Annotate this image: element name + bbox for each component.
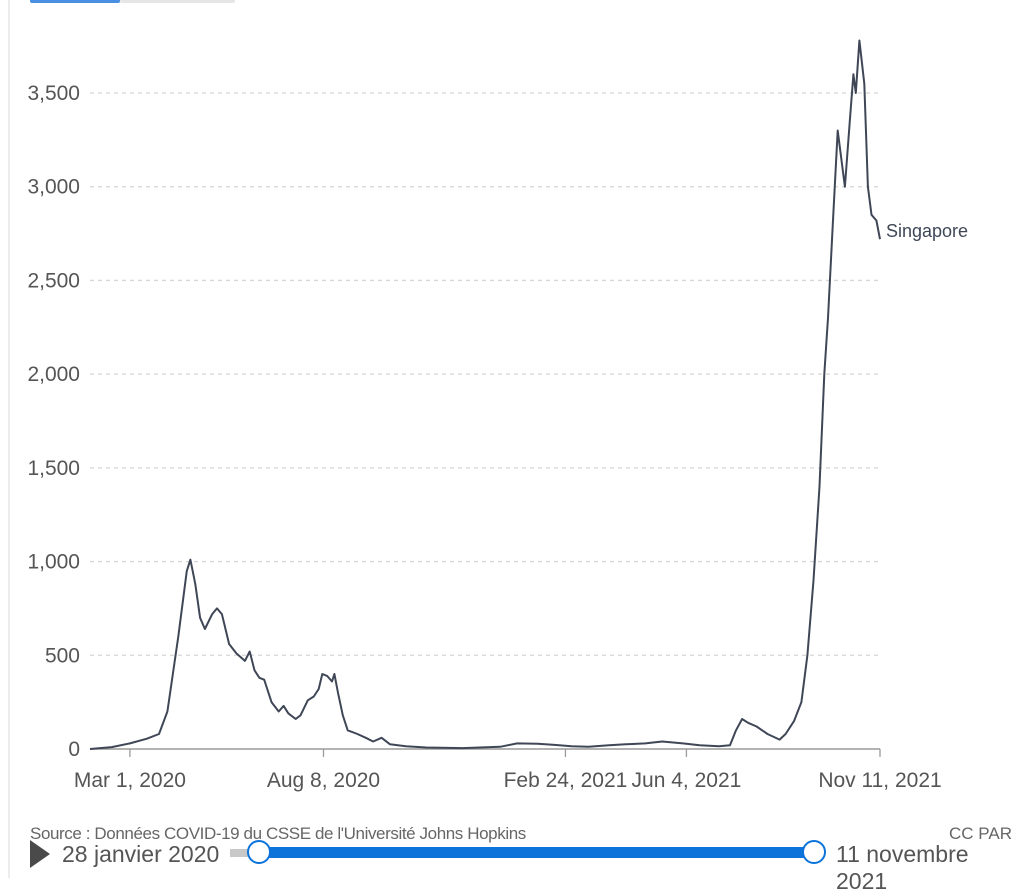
x-axis: Mar 1, 2020 Aug 8, 2020 Feb 24, 2021 Jun 4,…: [74, 748, 942, 792]
timeline-start-label: 28 janvier 2020: [62, 841, 220, 867]
top-tabs: [30, 0, 240, 4]
source-note: Source : Données COVID-19 du CSSE de l'U…: [30, 824, 526, 843]
grid-lines: [90, 92, 880, 656]
y-axis-ticks: 0 500 1,000 1,500 2,000 2,500 3,000 3,500: [27, 82, 80, 761]
footer: Source : Données COVID-19 du CSSE de l'U…: [0, 818, 1024, 894]
x-tick-label: Aug 8, 2020: [267, 769, 380, 792]
series-line-singapore: [89, 39, 881, 750]
tab-other[interactable]: [120, 0, 235, 3]
x-tick-label: Mar 1, 2020: [74, 769, 186, 792]
timeline-start-handle[interactable]: [247, 840, 271, 864]
y-tick-label: 3,500: [27, 82, 80, 105]
license-link[interactable]: CC PAR: [949, 824, 1012, 843]
timeline-selected-range[interactable]: [258, 847, 814, 858]
line-chart: 0 500 1,000 1,500 2,000 2,500 3,000 3,500 Mar 1…: [27, 39, 968, 792]
y-tick-label: 500: [45, 644, 80, 667]
timeline-track[interactable]: [230, 849, 260, 857]
y-tick-label: 1,000: [27, 551, 80, 574]
x-tick-label: Jun 4, 2021: [632, 769, 742, 792]
y-tick-label: 2,000: [27, 363, 80, 386]
tab-chart[interactable]: [30, 0, 120, 3]
left-border: [8, 0, 10, 878]
series-label-singapore: Singapore: [886, 221, 968, 241]
play-icon[interactable]: [30, 840, 50, 868]
y-tick-label: 3,000: [27, 176, 80, 199]
x-tick-label: Feb 24, 2021: [504, 769, 628, 792]
x-tick-label: Nov 11, 2021: [818, 769, 941, 792]
y-tick-label: 2,500: [27, 269, 80, 292]
y-tick-label: 0: [68, 738, 80, 761]
series-group: Singapore: [89, 39, 968, 750]
timeline-end-handle[interactable]: [802, 840, 826, 864]
y-tick-label: 1,500: [27, 457, 80, 480]
timeline-end-label: 11 novembre 2021: [836, 841, 969, 894]
